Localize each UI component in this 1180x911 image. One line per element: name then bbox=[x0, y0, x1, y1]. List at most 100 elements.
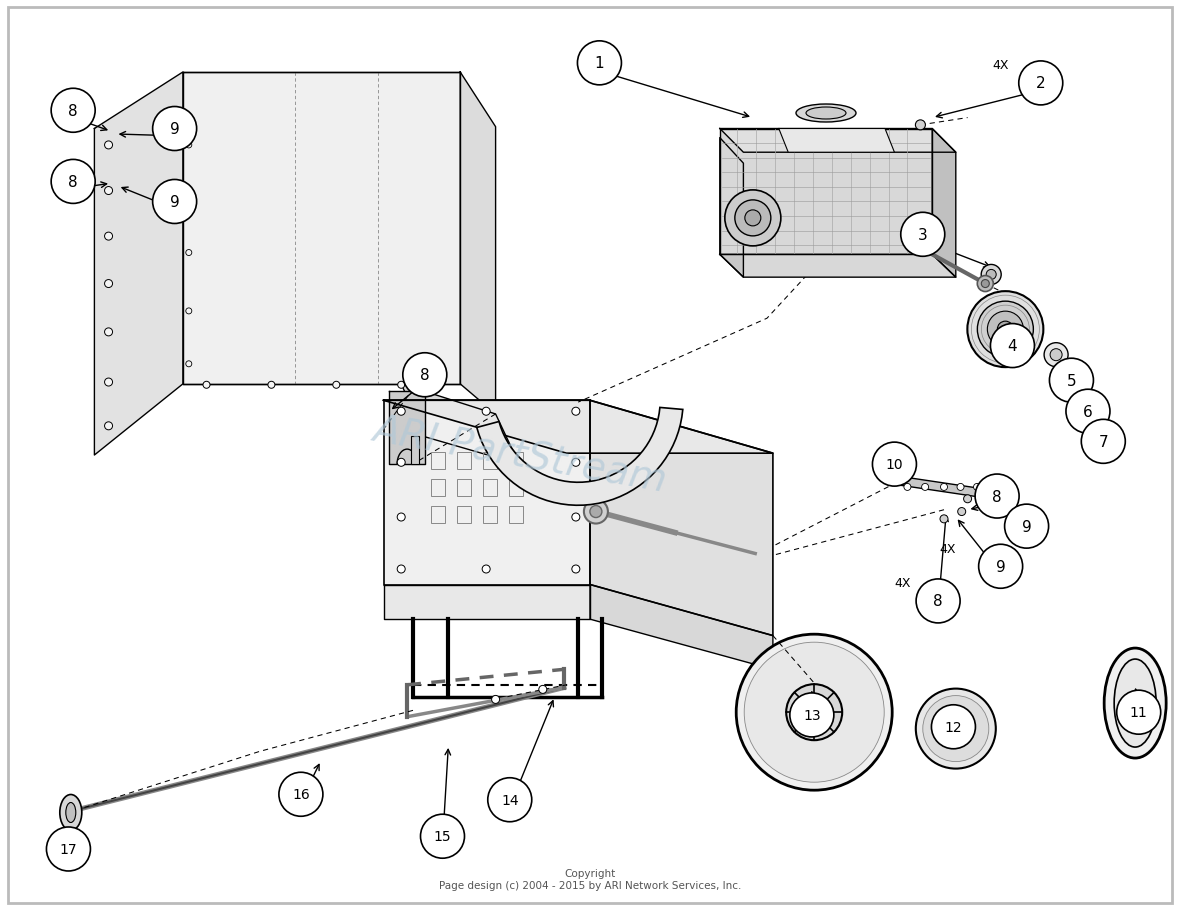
Polygon shape bbox=[720, 129, 932, 255]
Text: 6: 6 bbox=[1083, 404, 1093, 419]
Circle shape bbox=[900, 213, 945, 257]
Circle shape bbox=[1067, 368, 1086, 388]
Circle shape bbox=[1116, 691, 1161, 734]
Circle shape bbox=[539, 686, 546, 693]
Circle shape bbox=[152, 180, 197, 224]
Polygon shape bbox=[720, 138, 743, 278]
Text: 4: 4 bbox=[1008, 339, 1017, 353]
Circle shape bbox=[398, 459, 405, 466]
Polygon shape bbox=[389, 392, 425, 465]
Circle shape bbox=[1044, 343, 1068, 367]
Polygon shape bbox=[720, 129, 956, 153]
Circle shape bbox=[105, 281, 112, 288]
Circle shape bbox=[939, 712, 972, 745]
Circle shape bbox=[1018, 62, 1063, 106]
Text: 14: 14 bbox=[502, 793, 518, 807]
Circle shape bbox=[487, 778, 532, 822]
Circle shape bbox=[786, 684, 843, 741]
Text: 17: 17 bbox=[60, 842, 77, 856]
Circle shape bbox=[203, 382, 210, 389]
Circle shape bbox=[572, 566, 579, 573]
Circle shape bbox=[745, 210, 761, 227]
Circle shape bbox=[1071, 374, 1081, 383]
Circle shape bbox=[152, 107, 197, 151]
Text: 9: 9 bbox=[1022, 519, 1031, 534]
Circle shape bbox=[796, 694, 832, 731]
Circle shape bbox=[922, 484, 929, 491]
Ellipse shape bbox=[806, 107, 846, 120]
Circle shape bbox=[957, 484, 964, 491]
Bar bbox=[431, 507, 445, 524]
Text: 12: 12 bbox=[945, 720, 962, 734]
Bar bbox=[1083, 395, 1102, 407]
Circle shape bbox=[398, 514, 405, 521]
Text: 4X: 4X bbox=[992, 59, 1009, 72]
Circle shape bbox=[745, 642, 884, 783]
Bar bbox=[411, 436, 419, 465]
Text: 13: 13 bbox=[804, 708, 820, 722]
Circle shape bbox=[333, 382, 340, 389]
Text: 7: 7 bbox=[1099, 435, 1108, 449]
Circle shape bbox=[1004, 505, 1049, 548]
Polygon shape bbox=[401, 384, 519, 465]
Text: Copyright: Copyright bbox=[564, 868, 616, 877]
Circle shape bbox=[51, 160, 96, 204]
Bar bbox=[431, 479, 445, 496]
Circle shape bbox=[185, 309, 192, 314]
Polygon shape bbox=[932, 129, 956, 278]
Circle shape bbox=[402, 353, 447, 397]
Text: 11: 11 bbox=[1129, 705, 1148, 720]
Circle shape bbox=[420, 814, 465, 858]
Circle shape bbox=[105, 379, 112, 386]
Text: 4X: 4X bbox=[894, 577, 911, 589]
Circle shape bbox=[984, 487, 994, 496]
Text: 2: 2 bbox=[1036, 77, 1045, 91]
Circle shape bbox=[1050, 349, 1062, 362]
Polygon shape bbox=[477, 408, 683, 506]
Polygon shape bbox=[94, 73, 183, 456]
Text: 1: 1 bbox=[595, 56, 604, 71]
Bar bbox=[483, 452, 497, 469]
Polygon shape bbox=[183, 73, 460, 384]
Circle shape bbox=[398, 566, 405, 573]
Circle shape bbox=[105, 233, 112, 241]
Text: ARI PartStream: ARI PartStream bbox=[369, 411, 669, 500]
Circle shape bbox=[789, 693, 834, 737]
Circle shape bbox=[105, 329, 112, 336]
Circle shape bbox=[398, 408, 405, 415]
Circle shape bbox=[977, 276, 994, 292]
Circle shape bbox=[268, 382, 275, 389]
Circle shape bbox=[978, 545, 1023, 589]
Text: 8: 8 bbox=[933, 594, 943, 609]
Polygon shape bbox=[384, 401, 773, 454]
Circle shape bbox=[997, 322, 1014, 338]
Text: 10: 10 bbox=[886, 457, 903, 472]
Circle shape bbox=[278, 773, 323, 816]
Circle shape bbox=[968, 292, 1043, 368]
Bar bbox=[431, 452, 445, 469]
Bar bbox=[457, 507, 471, 524]
Text: 9: 9 bbox=[170, 195, 179, 210]
Text: 4X: 4X bbox=[939, 542, 956, 555]
Circle shape bbox=[584, 500, 608, 524]
Circle shape bbox=[975, 475, 1020, 518]
Bar bbox=[509, 507, 523, 524]
Text: 15: 15 bbox=[434, 829, 451, 844]
Circle shape bbox=[916, 689, 996, 769]
Circle shape bbox=[590, 506, 602, 518]
Text: 8: 8 bbox=[992, 489, 1002, 504]
Ellipse shape bbox=[1114, 660, 1156, 747]
Bar bbox=[457, 452, 471, 469]
Circle shape bbox=[974, 484, 981, 491]
Text: 5: 5 bbox=[1067, 374, 1076, 388]
Circle shape bbox=[948, 721, 964, 737]
Circle shape bbox=[986, 271, 996, 280]
Text: 16: 16 bbox=[291, 787, 310, 802]
Circle shape bbox=[982, 281, 989, 288]
Ellipse shape bbox=[66, 803, 76, 823]
Bar bbox=[509, 452, 523, 469]
Circle shape bbox=[988, 312, 1023, 348]
Text: 9: 9 bbox=[996, 559, 1005, 574]
Circle shape bbox=[483, 408, 490, 415]
Circle shape bbox=[185, 362, 192, 367]
